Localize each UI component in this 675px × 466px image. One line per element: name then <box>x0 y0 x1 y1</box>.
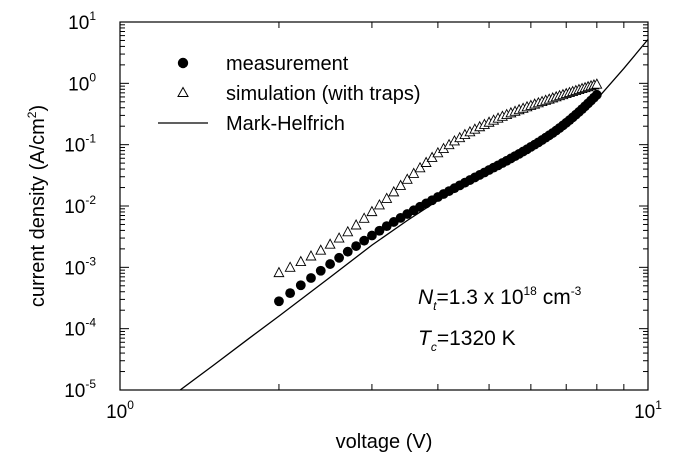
simulation-point <box>373 198 385 210</box>
measurement-point <box>351 241 361 251</box>
measurement-point <box>274 296 284 307</box>
measurement-point <box>334 252 345 263</box>
measurement-point <box>325 259 336 269</box>
simulation-point <box>401 173 413 184</box>
simulation-point <box>408 167 420 178</box>
measurement-point <box>367 230 377 241</box>
simulation-point <box>366 205 378 217</box>
simulation-point <box>333 232 345 243</box>
measurement-point <box>306 273 316 283</box>
plot-frame <box>119 21 649 391</box>
y-tick-label: 10-1 <box>64 132 96 157</box>
x-axis-label: voltage (V) <box>336 431 433 453</box>
simulation-point <box>315 244 327 255</box>
measurement-point <box>295 280 306 291</box>
y-axis-label: current density (A/cm2) <box>25 105 49 307</box>
simulation-point <box>388 185 400 197</box>
measurement-point <box>381 221 392 232</box>
simulation-point <box>420 156 432 167</box>
y-tick-label: 101 <box>68 9 96 34</box>
simulation-point <box>381 192 393 203</box>
measurement-point <box>359 235 370 246</box>
legend: measurement simulation (with traps) Mark… <box>158 53 421 135</box>
legend-label-measurement: measurement <box>226 53 349 75</box>
simulation-point <box>295 255 307 267</box>
measurement-point <box>591 89 602 100</box>
x-tick-label: 100 <box>106 398 134 423</box>
simulation-point <box>414 161 426 173</box>
simulation-point <box>273 266 285 278</box>
simulation-point <box>284 261 296 272</box>
y-tick-label: 100 <box>68 70 96 95</box>
simulation-point <box>395 179 407 190</box>
simulation-point <box>358 212 370 223</box>
legend-label-simulation: simulation (with traps) <box>226 83 421 105</box>
tick-labels: 101 100 10-1 10-2 10-3 10-4 10-5 100 101 <box>64 9 662 423</box>
legend-label-mark-helfrich: Mark-Helfrich <box>226 113 345 135</box>
series-measurement <box>274 89 602 307</box>
y-tick-label: 10-3 <box>64 254 96 279</box>
series-simulation <box>273 78 603 278</box>
x-tick-label: 101 <box>634 398 662 423</box>
simulation-point <box>324 238 336 249</box>
simulation-point <box>305 250 317 261</box>
simulation-point <box>350 219 362 230</box>
y-tick-label: 10-4 <box>64 316 96 341</box>
annotation-temperature: Tc=1320 K <box>418 327 516 354</box>
axis-ticks <box>120 21 648 391</box>
annotation-trap-density: Nt=1.3 x 1018 cm-3 <box>418 284 582 313</box>
measurement-point <box>374 225 385 236</box>
y-tick-label: 10-5 <box>64 377 96 402</box>
simulation-point <box>342 225 354 237</box>
y-tick-label: 10-2 <box>64 193 96 218</box>
legend-marker-simulation <box>177 86 189 97</box>
measurement-point <box>315 265 326 276</box>
legend-marker-measurement <box>177 57 189 69</box>
simulation-point <box>591 78 603 89</box>
measurement-point <box>285 288 296 299</box>
measurement-point <box>342 246 353 257</box>
